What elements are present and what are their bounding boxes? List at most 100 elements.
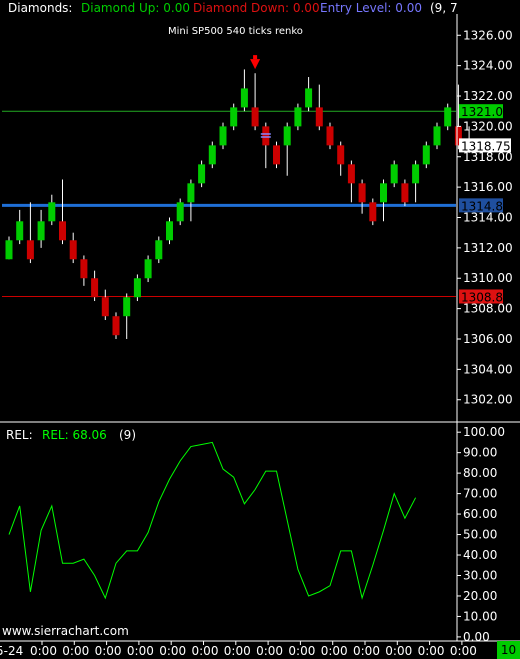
candle-up (166, 221, 173, 241)
candle-up (230, 107, 238, 127)
candle-up (240, 88, 248, 108)
upper-level-label: 1321.0 (461, 105, 503, 119)
rel-tick-label: 100.00 (463, 425, 505, 439)
candle-up (37, 221, 45, 241)
lower-level-label: 1308.8 (461, 290, 503, 304)
last-price-label-bg (459, 138, 511, 153)
candle-up (133, 278, 141, 298)
price-tick-label: 1306.00 (463, 332, 513, 346)
rel-tick-label: 10.00 (463, 609, 497, 623)
candle-down (91, 278, 99, 298)
rel-tick-label: 60.00 (463, 507, 497, 521)
time-tick-label: 0:00 (256, 644, 283, 658)
time-tick-label: 0:00 (95, 644, 122, 658)
rel-tick-label: 50.00 (463, 528, 497, 542)
rel-series-line (8, 441, 417, 600)
candle-down (326, 126, 334, 146)
rel-tick-label: 0.00 (463, 630, 490, 644)
entry-level-label: 1314.8 (461, 199, 503, 213)
candle-up (144, 259, 152, 279)
candle-up (208, 145, 216, 165)
candle-up (444, 107, 452, 127)
candle-down (112, 316, 120, 336)
candle-up (390, 164, 398, 184)
time-tick-label: 0:00 (353, 644, 380, 658)
candle-up (412, 164, 420, 184)
candle-down (59, 221, 66, 241)
candle-down (337, 145, 345, 165)
candle-down (454, 126, 462, 146)
candle-down (347, 164, 355, 184)
entry-level-label-bg (459, 198, 503, 213)
rel-param: (9) (119, 428, 136, 442)
time-tick-label: 0:00 (450, 644, 477, 658)
price-tick-label: 1302.00 (463, 393, 513, 407)
rel-tick-label: 80.00 (463, 466, 497, 480)
price-tick-label: 1316.00 (463, 180, 513, 194)
price-tick-label: 1320.00 (463, 119, 513, 133)
candle-down (315, 107, 323, 127)
time-tick-label: 0:00 (385, 644, 412, 658)
candle-down (26, 240, 34, 260)
rel-tick-label: 70.00 (463, 487, 497, 501)
candle-down (101, 297, 109, 317)
time-tick-label: 0:00 (159, 644, 186, 658)
candle-up (48, 202, 56, 222)
watermark: www.sierrachart.com (2, 624, 129, 638)
header-diamond-up: Diamond Up: 0.00 (81, 1, 190, 15)
header-params: (9, 7 (430, 1, 458, 15)
candle-up (187, 183, 195, 203)
diamond-down-marker-top (253, 55, 258, 60)
candle-up (380, 183, 387, 203)
candle-up (305, 88, 313, 108)
chart-title: Mini SP500 540 ticks renko (168, 26, 303, 37)
candle-up (219, 126, 227, 146)
candle-up (16, 221, 24, 241)
candle-down (251, 107, 259, 127)
candle-up (283, 126, 291, 146)
time-tick-label: 0:00 (192, 644, 219, 658)
rel-legend: REL: (6, 428, 33, 442)
candle-down (273, 145, 280, 165)
candle-down (369, 202, 377, 222)
rel-tick-label: 90.00 (463, 446, 497, 460)
candle-down (401, 183, 409, 203)
rel-tick-label: 20.00 (463, 589, 497, 603)
price-tick-label: 1308.00 (463, 302, 513, 316)
candle-up (5, 240, 13, 260)
price-tick-label: 1326.00 (463, 28, 513, 42)
candle-up (176, 202, 184, 222)
diamond-down-marker (250, 59, 261, 70)
price-tick-label: 1304.00 (463, 362, 513, 376)
candle-down (262, 126, 270, 146)
time-tick-label: 0:00 (224, 644, 251, 658)
time-tick-label: 0:00 (418, 644, 445, 658)
price-tick-label: 1310.00 (463, 271, 513, 285)
candle-up (123, 297, 131, 317)
lower-level-label-bg (459, 289, 503, 304)
time-tick-label: 0:00 (30, 644, 57, 658)
candle-down (80, 259, 88, 279)
candle-up (198, 164, 206, 184)
rel-value: REL: 68.06 (42, 428, 107, 442)
header-entry-level: Entry Level: 0.00 (320, 1, 422, 15)
candle-up (422, 145, 430, 165)
time-tick-label: 0:00 (62, 644, 89, 658)
header-study: Diamonds: (8, 1, 73, 15)
price-tick-label: 1318.00 (463, 150, 513, 164)
candle-up (294, 107, 302, 127)
time-tick-label: 0:00 (288, 644, 315, 658)
time-tick-label: 0:00 (321, 644, 348, 658)
candle-up (433, 126, 441, 146)
header-diamond-down: Diamond Down: 0.00 (193, 1, 320, 15)
candle-down (358, 183, 366, 203)
time-tick-label: 0:00 (127, 644, 154, 658)
rel-tick-label: 30.00 (463, 568, 497, 582)
upper-level-label-bg (459, 104, 503, 119)
price-tick-label: 1314.00 (463, 211, 513, 225)
time-first-label: 5-24 (0, 644, 23, 658)
bar-count-badge[interactable]: 10 (497, 641, 520, 659)
price-tick-label: 1324.00 (463, 59, 513, 73)
price-tick-label: 1322.00 (463, 89, 513, 103)
